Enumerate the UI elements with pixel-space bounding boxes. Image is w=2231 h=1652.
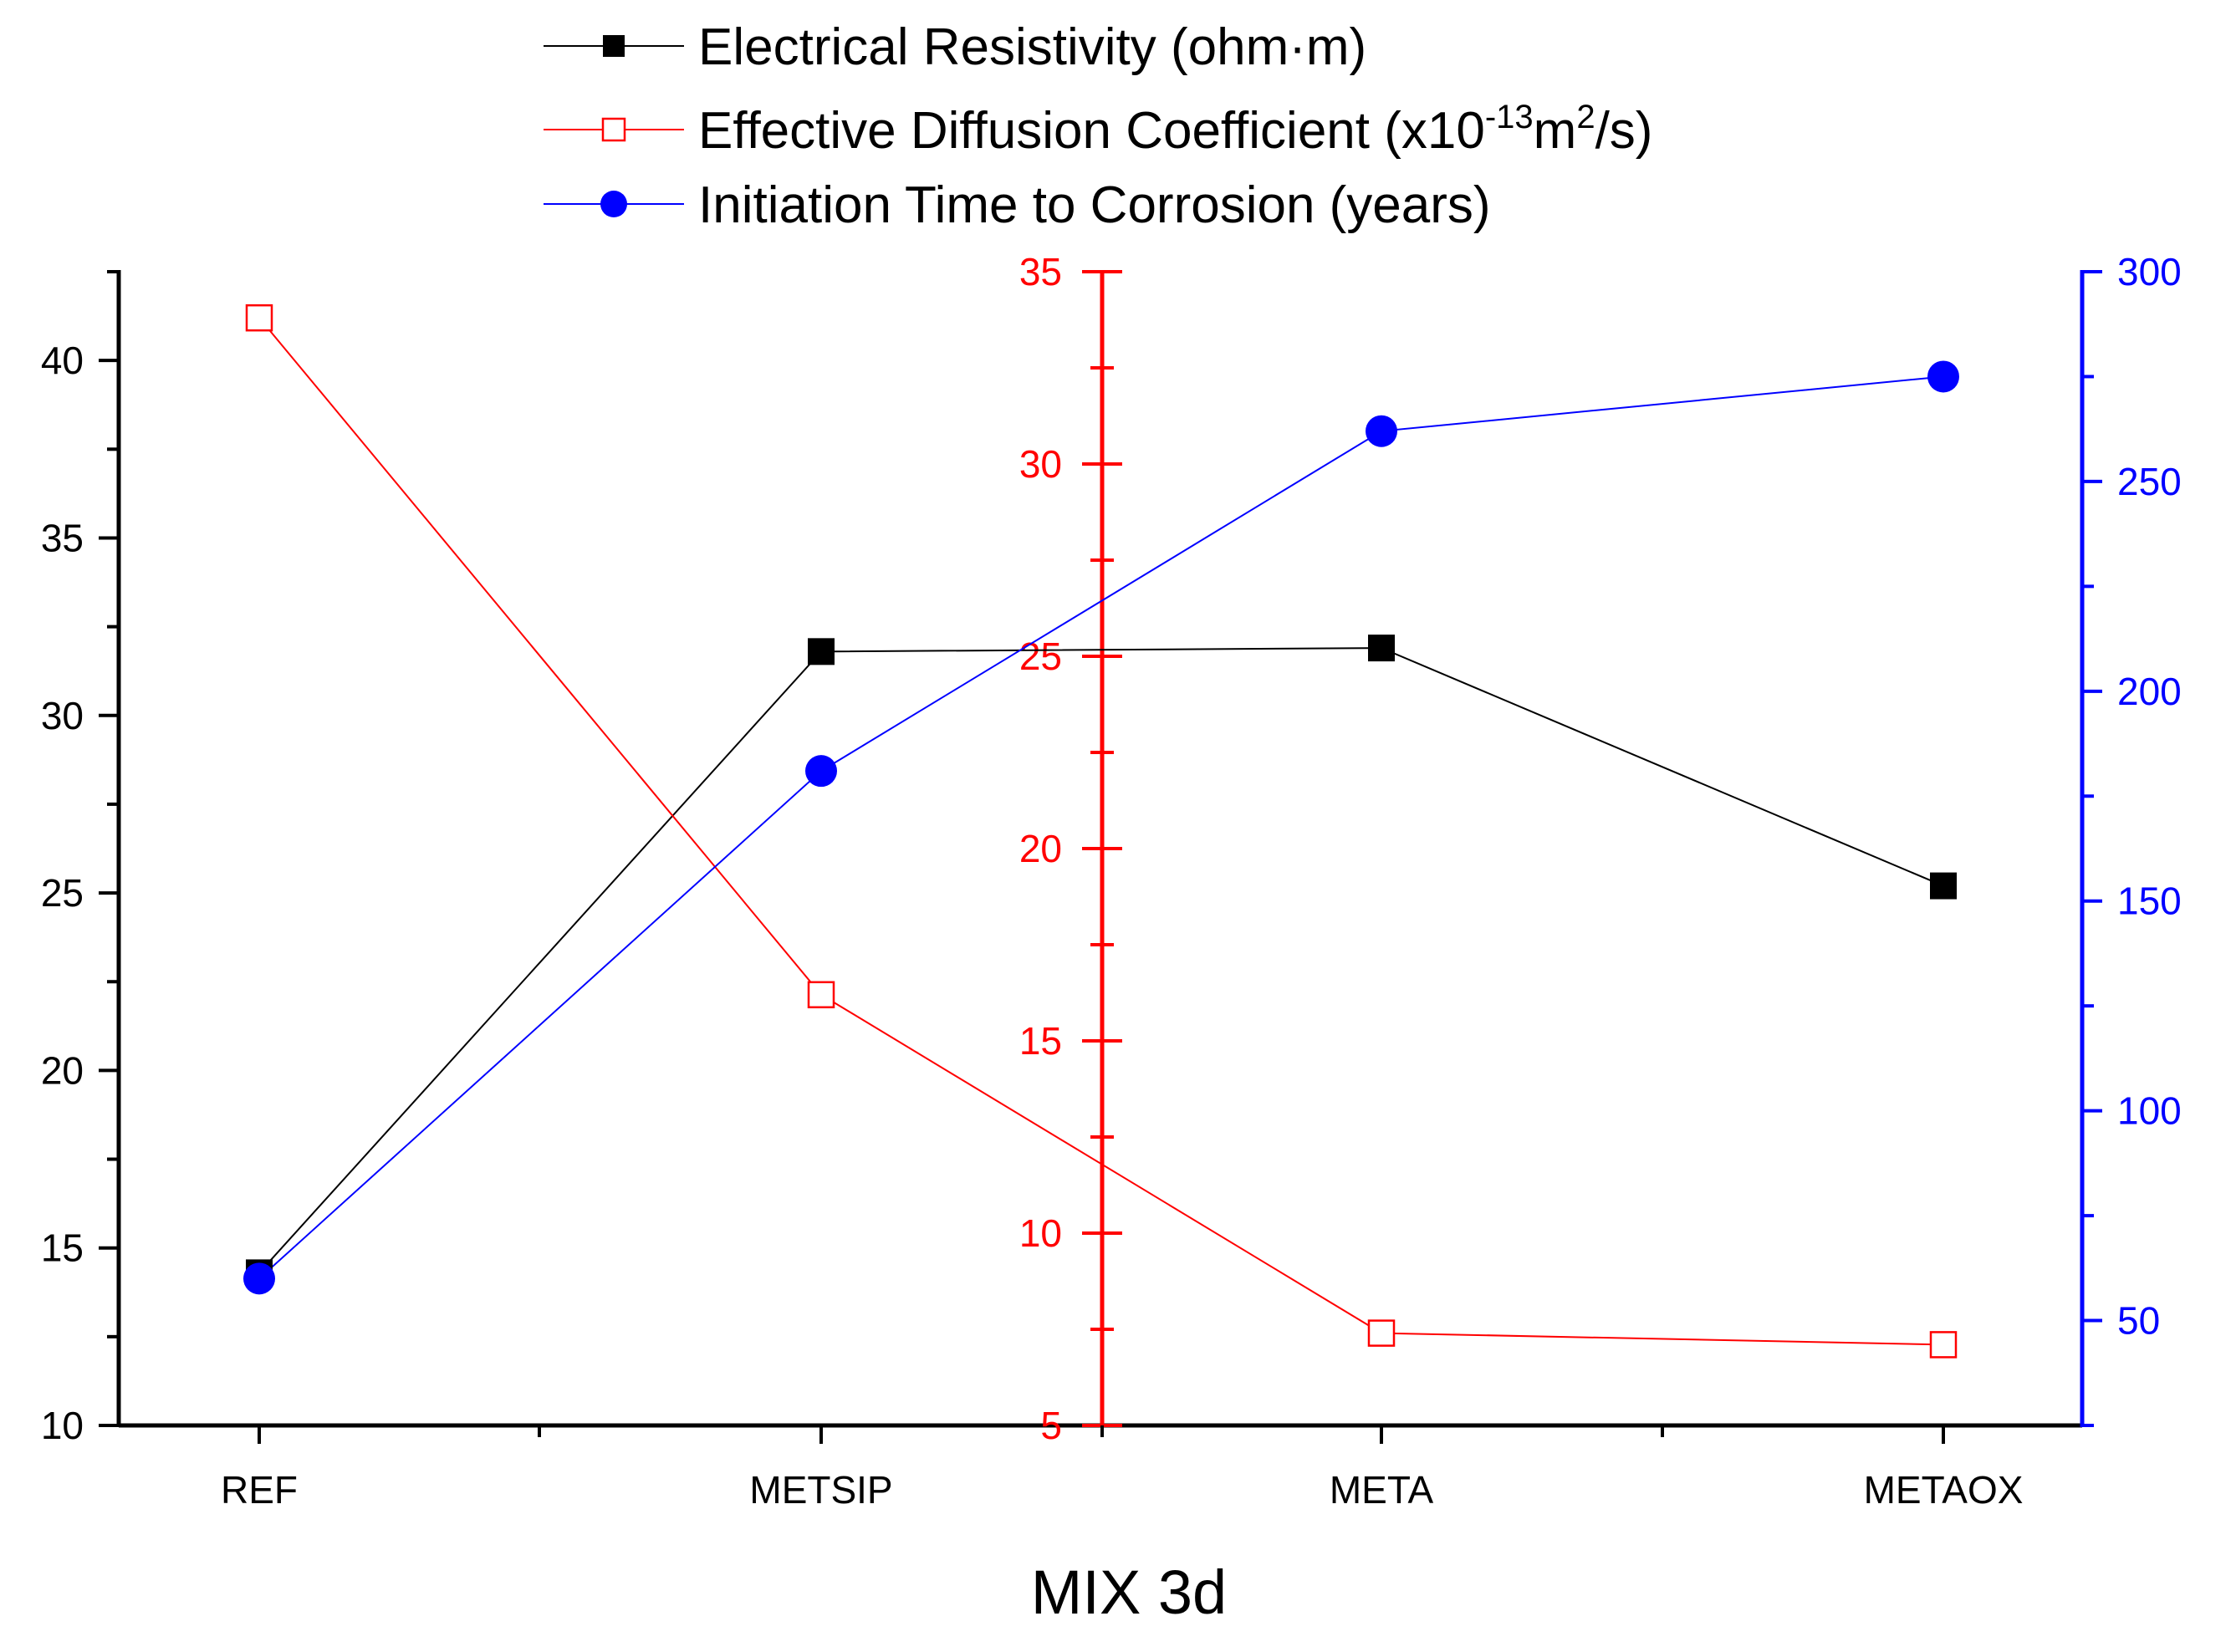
middle-y-tick-label: 35 xyxy=(1019,250,1062,293)
legend-label-resistivity: Electrical Resistivity (ohm·m) xyxy=(698,18,1366,76)
right-y-tick-label: 200 xyxy=(2117,670,2182,713)
data-point-series-1-REF xyxy=(245,303,273,332)
x-tick-label: REF xyxy=(221,1468,298,1512)
data-point-series-2-METAOX xyxy=(1927,360,1959,393)
data-point-series-2-REF xyxy=(243,1262,275,1295)
x-tick-label: METAOX xyxy=(1864,1468,2024,1512)
legend-label-diffusion-main: Effective Diffusion Coefficient (x10 xyxy=(698,102,1485,160)
x-axis-title: MIX 3d xyxy=(1031,1558,1227,1627)
legend-entry-resistivity: Electrical Resistivity (ohm·m) xyxy=(544,18,1366,76)
left-y-tick-label: 10 xyxy=(41,1404,84,1447)
middle-y-tick-label: 5 xyxy=(1040,1404,1062,1447)
data-point-series-1-METAOX xyxy=(1929,1331,1958,1359)
left-y-tick-label: 25 xyxy=(41,871,84,915)
data-point-series-0-METAOX xyxy=(1930,872,1957,900)
middle-y-tick-label: 30 xyxy=(1019,442,1062,486)
right-y-tick-label: 50 xyxy=(2117,1299,2160,1343)
legend-label-diffusion-exp2: 2 xyxy=(1576,99,1595,135)
left-y-tick-label: 35 xyxy=(41,516,84,559)
right-y-tick-label: 150 xyxy=(2117,880,2182,923)
legend-label-initiation: Initiation Time to Corrosion (years) xyxy=(698,176,1491,234)
right-y-tick-label: 100 xyxy=(2117,1089,2182,1133)
series-line-0 xyxy=(258,647,1944,1274)
legend-entry-initiation: Initiation Time to Corrosion (years) xyxy=(544,176,1491,234)
data-point-series-0-META xyxy=(1368,635,1395,662)
data-point-series-2-META xyxy=(1366,415,1397,447)
data-point-series-1-META xyxy=(1367,1319,1396,1347)
legend-marker-filled-square xyxy=(603,35,625,57)
legend-label-diffusion: Effective Diffusion Coefficient (x10-13m… xyxy=(698,99,1652,160)
left-y-tick-label: 30 xyxy=(41,694,84,737)
middle-y-tick-label: 15 xyxy=(1019,1019,1062,1063)
x-tick-label: METSIP xyxy=(749,1468,892,1512)
right-y-tick-label: 250 xyxy=(2117,460,2182,503)
series-line-2 xyxy=(258,375,1944,1280)
legend-label-diffusion-end: /s) xyxy=(1595,102,1653,160)
data-point-series-0-METSIP xyxy=(808,638,835,665)
data-point-series-2-METSIP xyxy=(805,755,837,788)
legend-entry-diffusion: Effective Diffusion Coefficient (x10-13m… xyxy=(544,99,1652,160)
legend-label-diffusion-exp1: -13 xyxy=(1485,99,1534,135)
legend: Electrical Resistivity (ohm·m) Effective… xyxy=(544,18,1652,234)
left-y-tick-label: 15 xyxy=(41,1226,84,1270)
ticks: 10 15 20 25 30 35 40 5 10 15 20 25 30 35 50 100 150 200 25… xyxy=(41,250,2182,1512)
data-point-series-1-METSIP xyxy=(807,981,835,1009)
legend-label-diffusion-mid: m xyxy=(1534,102,1577,160)
legend-marker-open-square xyxy=(601,117,626,142)
left-y-tick-label: 20 xyxy=(41,1048,84,1092)
middle-y-tick-label: 20 xyxy=(1019,827,1062,870)
right-y-tick-label: 300 xyxy=(2117,250,2182,293)
series xyxy=(243,303,1959,1359)
series-line-1 xyxy=(258,317,1944,1346)
left-y-tick-label: 40 xyxy=(41,339,84,382)
middle-y-tick-label: 10 xyxy=(1019,1211,1062,1255)
x-tick-label: META xyxy=(1330,1468,1434,1512)
middle-y-tick-label: 25 xyxy=(1019,635,1062,678)
legend-marker-filled-circle xyxy=(600,191,627,217)
